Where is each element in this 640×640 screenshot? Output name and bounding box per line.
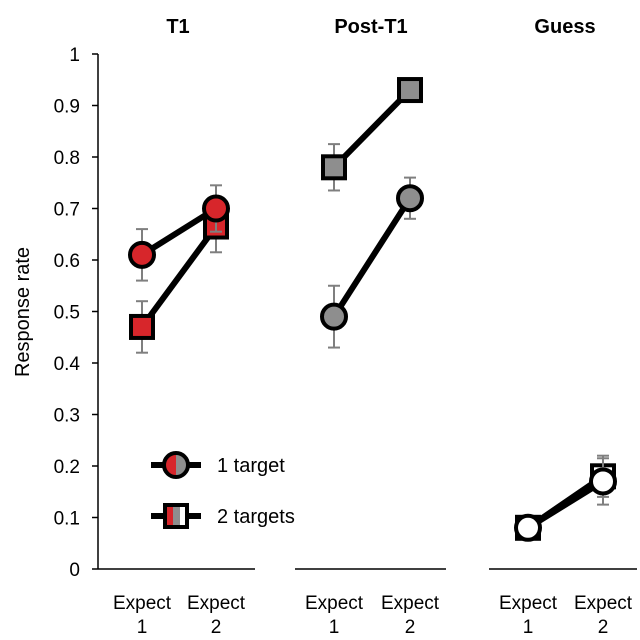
y-tick-label: 0.4 (54, 354, 81, 375)
x-tick-label: Expect (499, 593, 558, 614)
legend-marker-fill-t1 (165, 505, 173, 527)
x-tick-label: 2 (405, 617, 416, 638)
legend: 1 target 2 targets (151, 451, 295, 529)
legend-marker-square (163, 503, 189, 529)
data-point-square (397, 77, 423, 104)
x-tick-label: Expect (187, 593, 246, 614)
legend-marker-circle (162, 451, 190, 479)
legend-marker-fill-post-t1 (173, 505, 180, 527)
y-tick-label: 0.6 (54, 251, 80, 272)
panel-title: Post-T1 (334, 16, 407, 38)
panel-title: T1 (166, 16, 189, 38)
y-tick-label: 0.5 (54, 303, 80, 324)
legend-label: 2 targets (217, 506, 295, 528)
legend-marker-fill-guess (180, 505, 187, 527)
x-tick-label: 2 (598, 617, 609, 638)
data-point-circle (202, 194, 230, 223)
series-line-circle (331, 196, 413, 319)
y-axis: 0 0.1 0.2 0.3 0.4 0.5 0.6 0.7 0.8 0.9 1 (54, 45, 99, 581)
data-point-square (129, 313, 155, 340)
x-tick-label: Expect (574, 593, 633, 614)
y-tick-label: 0.9 (54, 97, 80, 118)
y-axis-title: Response rate (12, 247, 34, 377)
series-line-square (139, 224, 219, 329)
x-tick-label: 2 (211, 617, 222, 638)
panel-title: Guess (534, 16, 595, 38)
y-tick-label: 0.1 (54, 509, 80, 530)
panel-guess: Guess Expect 1 Expect 2 (489, 16, 637, 638)
x-tick-label: Expect (113, 593, 172, 614)
x-tick-label: Expect (305, 593, 364, 614)
x-tick-label: 1 (329, 617, 340, 638)
legend-item-circle: 1 target (151, 451, 285, 479)
panel-post-t1: Post-T1 Expect 1 Expect 2 (295, 16, 446, 638)
data-point-circle (396, 184, 424, 213)
legend-item-square: 2 targets (151, 503, 295, 529)
data-point-circle (320, 302, 348, 331)
y-tick-label: 0.8 (54, 148, 80, 169)
y-tick-label: 0.7 (54, 200, 80, 221)
data-point-circle (514, 513, 542, 542)
x-tick-label: 1 (523, 617, 534, 638)
data-point-circle (128, 240, 156, 269)
x-tick-label: Expect (381, 593, 440, 614)
y-tick-label: 1 (69, 45, 80, 66)
chart-panels: T1Expect1Expect2Post-T1Expect1Expect2Gue… (98, 16, 637, 638)
data-point-square (321, 154, 347, 181)
data-point-circle (589, 467, 617, 496)
y-tick-label: 0 (69, 560, 80, 581)
y-tick-label: 0.2 (54, 457, 80, 478)
legend-label: 1 target (217, 455, 285, 477)
y-tick-label: 0.3 (54, 406, 80, 427)
x-tick-label: 1 (137, 617, 148, 638)
panel-t1: T1 Expect 1 Expect 2 (98, 16, 255, 638)
